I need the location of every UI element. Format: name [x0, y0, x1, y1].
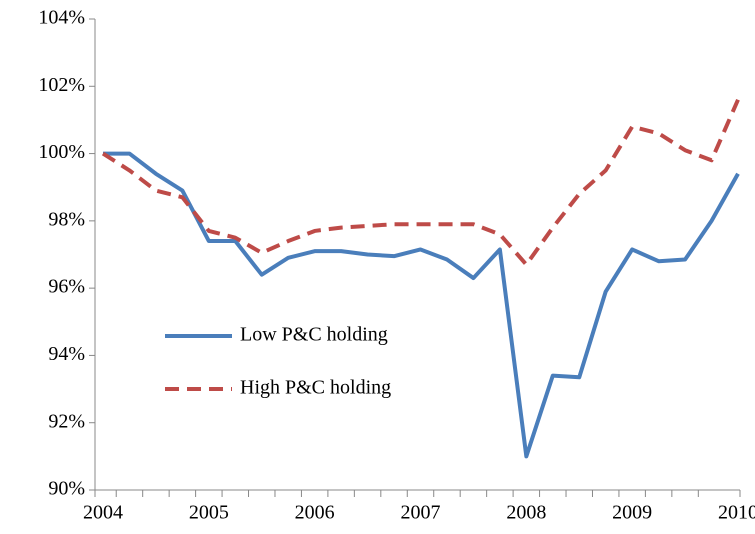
- y-tick-label: 104%: [38, 7, 85, 29]
- x-tick-label: 2005: [189, 502, 229, 524]
- y-tick-label: 96%: [48, 276, 85, 298]
- x-tick-label: 2009: [612, 502, 652, 524]
- legend-label: Low P&C holding: [240, 324, 388, 346]
- x-tick-label: 2010: [718, 502, 755, 524]
- y-tick-label: 94%: [48, 343, 85, 365]
- x-tick-label: 2008: [506, 502, 546, 524]
- y-tick-label: 98%: [48, 208, 85, 230]
- series-line: [101, 98, 740, 267]
- y-tick-label: 90%: [48, 478, 85, 500]
- series-line: [103, 151, 740, 459]
- y-tick-label: 100%: [38, 141, 85, 163]
- x-tick-label: 2007: [401, 502, 441, 524]
- y-tick-label: 102%: [38, 74, 85, 96]
- y-tick-label: 92%: [48, 410, 85, 432]
- x-tick-label: 2006: [295, 502, 335, 524]
- x-tick-label: 2004: [83, 502, 123, 524]
- legend-label: High P&C holding: [240, 377, 391, 399]
